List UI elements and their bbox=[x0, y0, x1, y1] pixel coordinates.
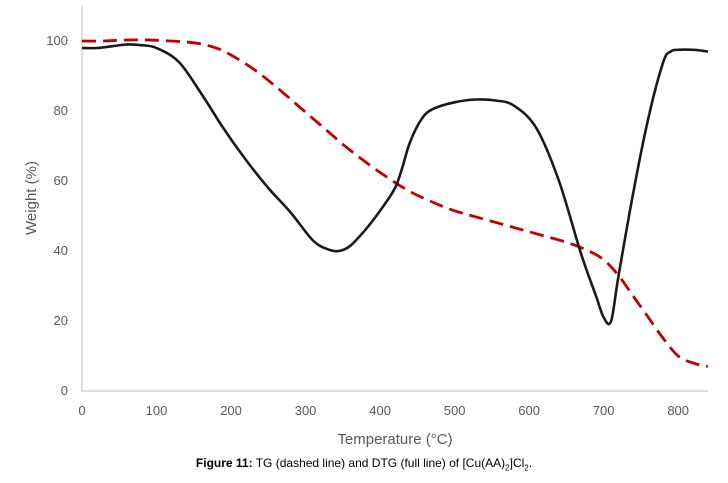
y-tick-20: 20 bbox=[54, 313, 68, 328]
series-layer bbox=[81, 38, 709, 368]
x-tick-labels: 0 100 200 300 400 500 600 700 800 bbox=[78, 403, 689, 418]
caption-text-end: . bbox=[528, 456, 533, 470]
x-tick-100: 100 bbox=[146, 403, 168, 418]
figure-caption: Figure 11: TG (dashed line) and DTG (ful… bbox=[0, 456, 728, 472]
x-tick-200: 200 bbox=[220, 403, 242, 418]
y-tick-labels: 0 20 40 60 80 100 bbox=[46, 33, 68, 398]
y-tick-80: 80 bbox=[54, 103, 68, 118]
y-tick-100: 100 bbox=[46, 33, 68, 48]
y-tick-0: 0 bbox=[61, 383, 68, 398]
caption-sub2: 2 bbox=[524, 463, 529, 473]
tg-dashed-series-line bbox=[81, 38, 709, 368]
x-tick-600: 600 bbox=[518, 403, 540, 418]
axes bbox=[81, 6, 708, 392]
caption-text-before: TG (dashed line) and DTG (full line) of … bbox=[252, 456, 506, 470]
caption-label: Figure 11: bbox=[195, 456, 253, 470]
x-tick-300: 300 bbox=[295, 403, 317, 418]
x-axis-title: Temperature (°C) bbox=[337, 431, 452, 448]
x-tick-0: 0 bbox=[78, 403, 85, 418]
y-axis-title: Weight (%) bbox=[23, 161, 40, 235]
caption-sub1: 2 bbox=[505, 463, 510, 473]
x-tick-700: 700 bbox=[593, 403, 615, 418]
x-tick-800: 800 bbox=[667, 403, 689, 418]
caption-text-mid: ]Cl bbox=[509, 456, 525, 470]
x-tick-500: 500 bbox=[444, 403, 466, 418]
y-tick-40: 40 bbox=[54, 243, 68, 258]
chart: 0 100 200 300 400 500 600 700 800 0 20 40 60 80 100 T… bbox=[23, 6, 709, 448]
dtg-solid-series-line bbox=[81, 43, 709, 326]
y-tick-60: 60 bbox=[54, 173, 68, 188]
x-tick-400: 400 bbox=[369, 403, 391, 418]
